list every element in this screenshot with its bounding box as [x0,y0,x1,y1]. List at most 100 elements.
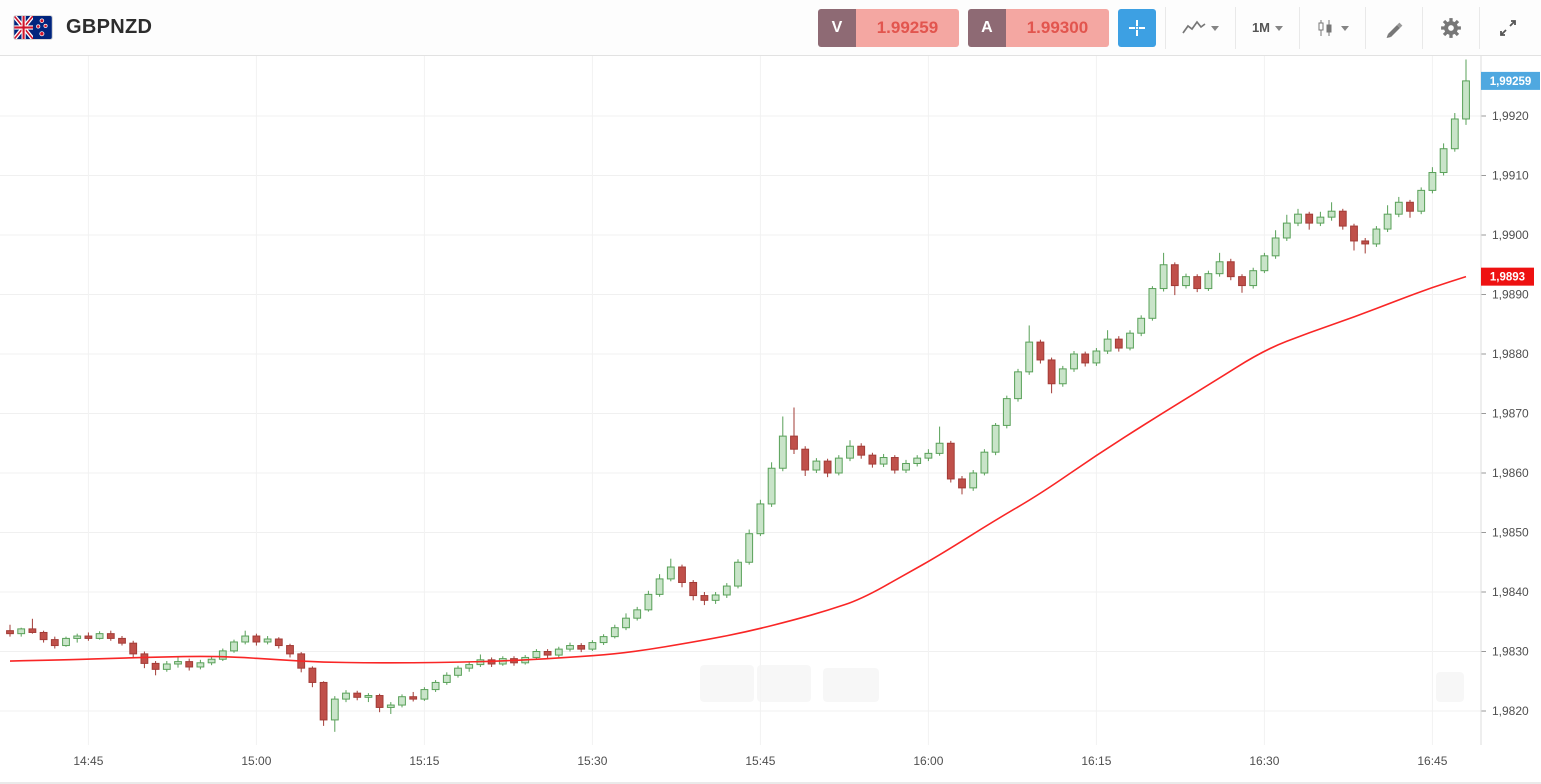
candle [644,593,653,611]
toolbar: V 1.99259 A 1.99300 1M [817,0,1527,55]
chart-type-button[interactable] [1175,9,1226,47]
sell-price-value: 1.99259 [855,8,959,47]
candle [890,457,899,471]
candle [230,641,238,652]
candle [689,581,698,597]
last-price-badge [1481,71,1540,90]
chart-area[interactable]: 1,9820 1,9830 1,9840 1,9850 1,9860 1,9870 1,98… [0,56,1541,784]
candle [666,566,675,580]
candle [1361,240,1370,245]
line-chart-icon [1182,20,1206,33]
candle [420,689,429,700]
y-axis-label: 1,9880 [1492,347,1529,361]
crosshair-icon [1128,19,1145,36]
candle [140,653,149,664]
candle [857,445,866,456]
candle [1305,213,1314,224]
x-axis-label: 15:45 [745,754,775,768]
candle [50,639,59,647]
candle [1025,341,1034,373]
x-axis-label: 15:30 [577,754,607,768]
crosshair-button[interactable] [1117,8,1156,47]
candle [364,695,373,698]
candle [1036,341,1045,361]
candle [734,561,742,587]
chevron-down-icon [1210,26,1219,31]
y-axis-label: 1,9890 [1492,288,1529,302]
price-chart[interactable]: 1,9820 1,9830 1,9840 1,9850 1,9860 1,9870 1,98… [0,56,1541,784]
buy-label: A [967,8,1006,47]
y-axis-label: 1,9920 [1492,109,1529,123]
chart-zoom-button[interactable] [823,668,879,702]
candle [969,472,978,489]
candle [308,667,317,683]
scroll-to-latest-button[interactable] [1436,672,1464,702]
candle [1271,237,1280,257]
chart-scroll-left-button[interactable] [700,665,754,702]
candle [454,667,462,676]
candle [218,650,227,660]
x-axis-label: 16:30 [1249,754,1279,768]
toolbar-divider [1299,6,1300,49]
candle [610,627,619,638]
candle [980,451,989,474]
buy-price-button[interactable]: A 1.99300 [967,8,1109,47]
candle [431,681,440,691]
candle [1439,148,1448,174]
fullscreen-button[interactable] [1489,9,1527,47]
x-axis-label: 15:00 [241,754,271,768]
symbol-title: GBPNZD [66,16,153,38]
candle [1002,398,1011,426]
buy-price-value: 1.99300 [1005,8,1109,47]
candle [1092,350,1101,364]
candle [711,594,720,601]
candle [185,661,194,668]
sell-price-button[interactable]: V 1.99259 [817,8,959,47]
candle [532,651,541,658]
candle [1114,338,1123,349]
candle [286,645,294,655]
drawing-tools-button[interactable] [1375,9,1413,47]
candle [207,658,216,664]
candle [577,645,586,650]
candle [330,698,339,721]
candle [39,631,48,641]
candle [95,633,104,639]
instrument-info: GBPNZD [14,16,152,39]
candle [790,435,798,450]
candle [73,635,82,639]
candle [801,448,810,471]
candle [1226,261,1235,278]
candle-style-button[interactable] [1309,9,1356,47]
candle [834,457,843,474]
candle [151,662,160,670]
candle [1126,332,1134,349]
ma-price-badge-label: 1,9893 [1490,272,1525,284]
settings-button[interactable] [1432,9,1470,47]
y-axis-label: 1,9830 [1492,645,1529,659]
candle [1450,118,1459,150]
timeframe-button[interactable]: 1M [1245,9,1290,47]
candle [398,696,406,706]
candle [84,635,93,639]
y-axis-label: 1,9850 [1492,526,1529,540]
candle [913,457,922,464]
x-axis-label: 14:45 [73,754,103,768]
chevron-down-icon [1341,26,1349,31]
candle [1159,264,1168,290]
candle [252,635,261,643]
candle [1260,255,1269,272]
y-axis-label: 1,9820 [1492,704,1529,718]
candle [566,645,574,650]
candle [902,462,910,471]
candle [1394,201,1403,215]
candle [1249,270,1258,287]
candle [1462,80,1470,120]
chart-header: GBPNZD V 1.99259 A 1.99300 [0,0,1541,56]
candle [386,704,395,708]
chart-scroll-right-button[interactable] [757,665,811,702]
candle [554,648,563,656]
candle [868,454,877,465]
candle [129,642,138,655]
x-axis-label: 16:45 [1417,754,1447,768]
